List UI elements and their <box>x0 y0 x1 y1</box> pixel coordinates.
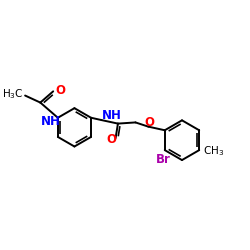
Text: H$_3$C: H$_3$C <box>2 88 24 101</box>
Text: O: O <box>55 84 65 97</box>
Text: CH$_3$: CH$_3$ <box>203 144 224 158</box>
Text: NH: NH <box>102 110 122 122</box>
Text: Br: Br <box>156 152 171 166</box>
Text: O: O <box>107 133 117 146</box>
Text: NH: NH <box>41 115 61 128</box>
Text: O: O <box>144 116 154 130</box>
